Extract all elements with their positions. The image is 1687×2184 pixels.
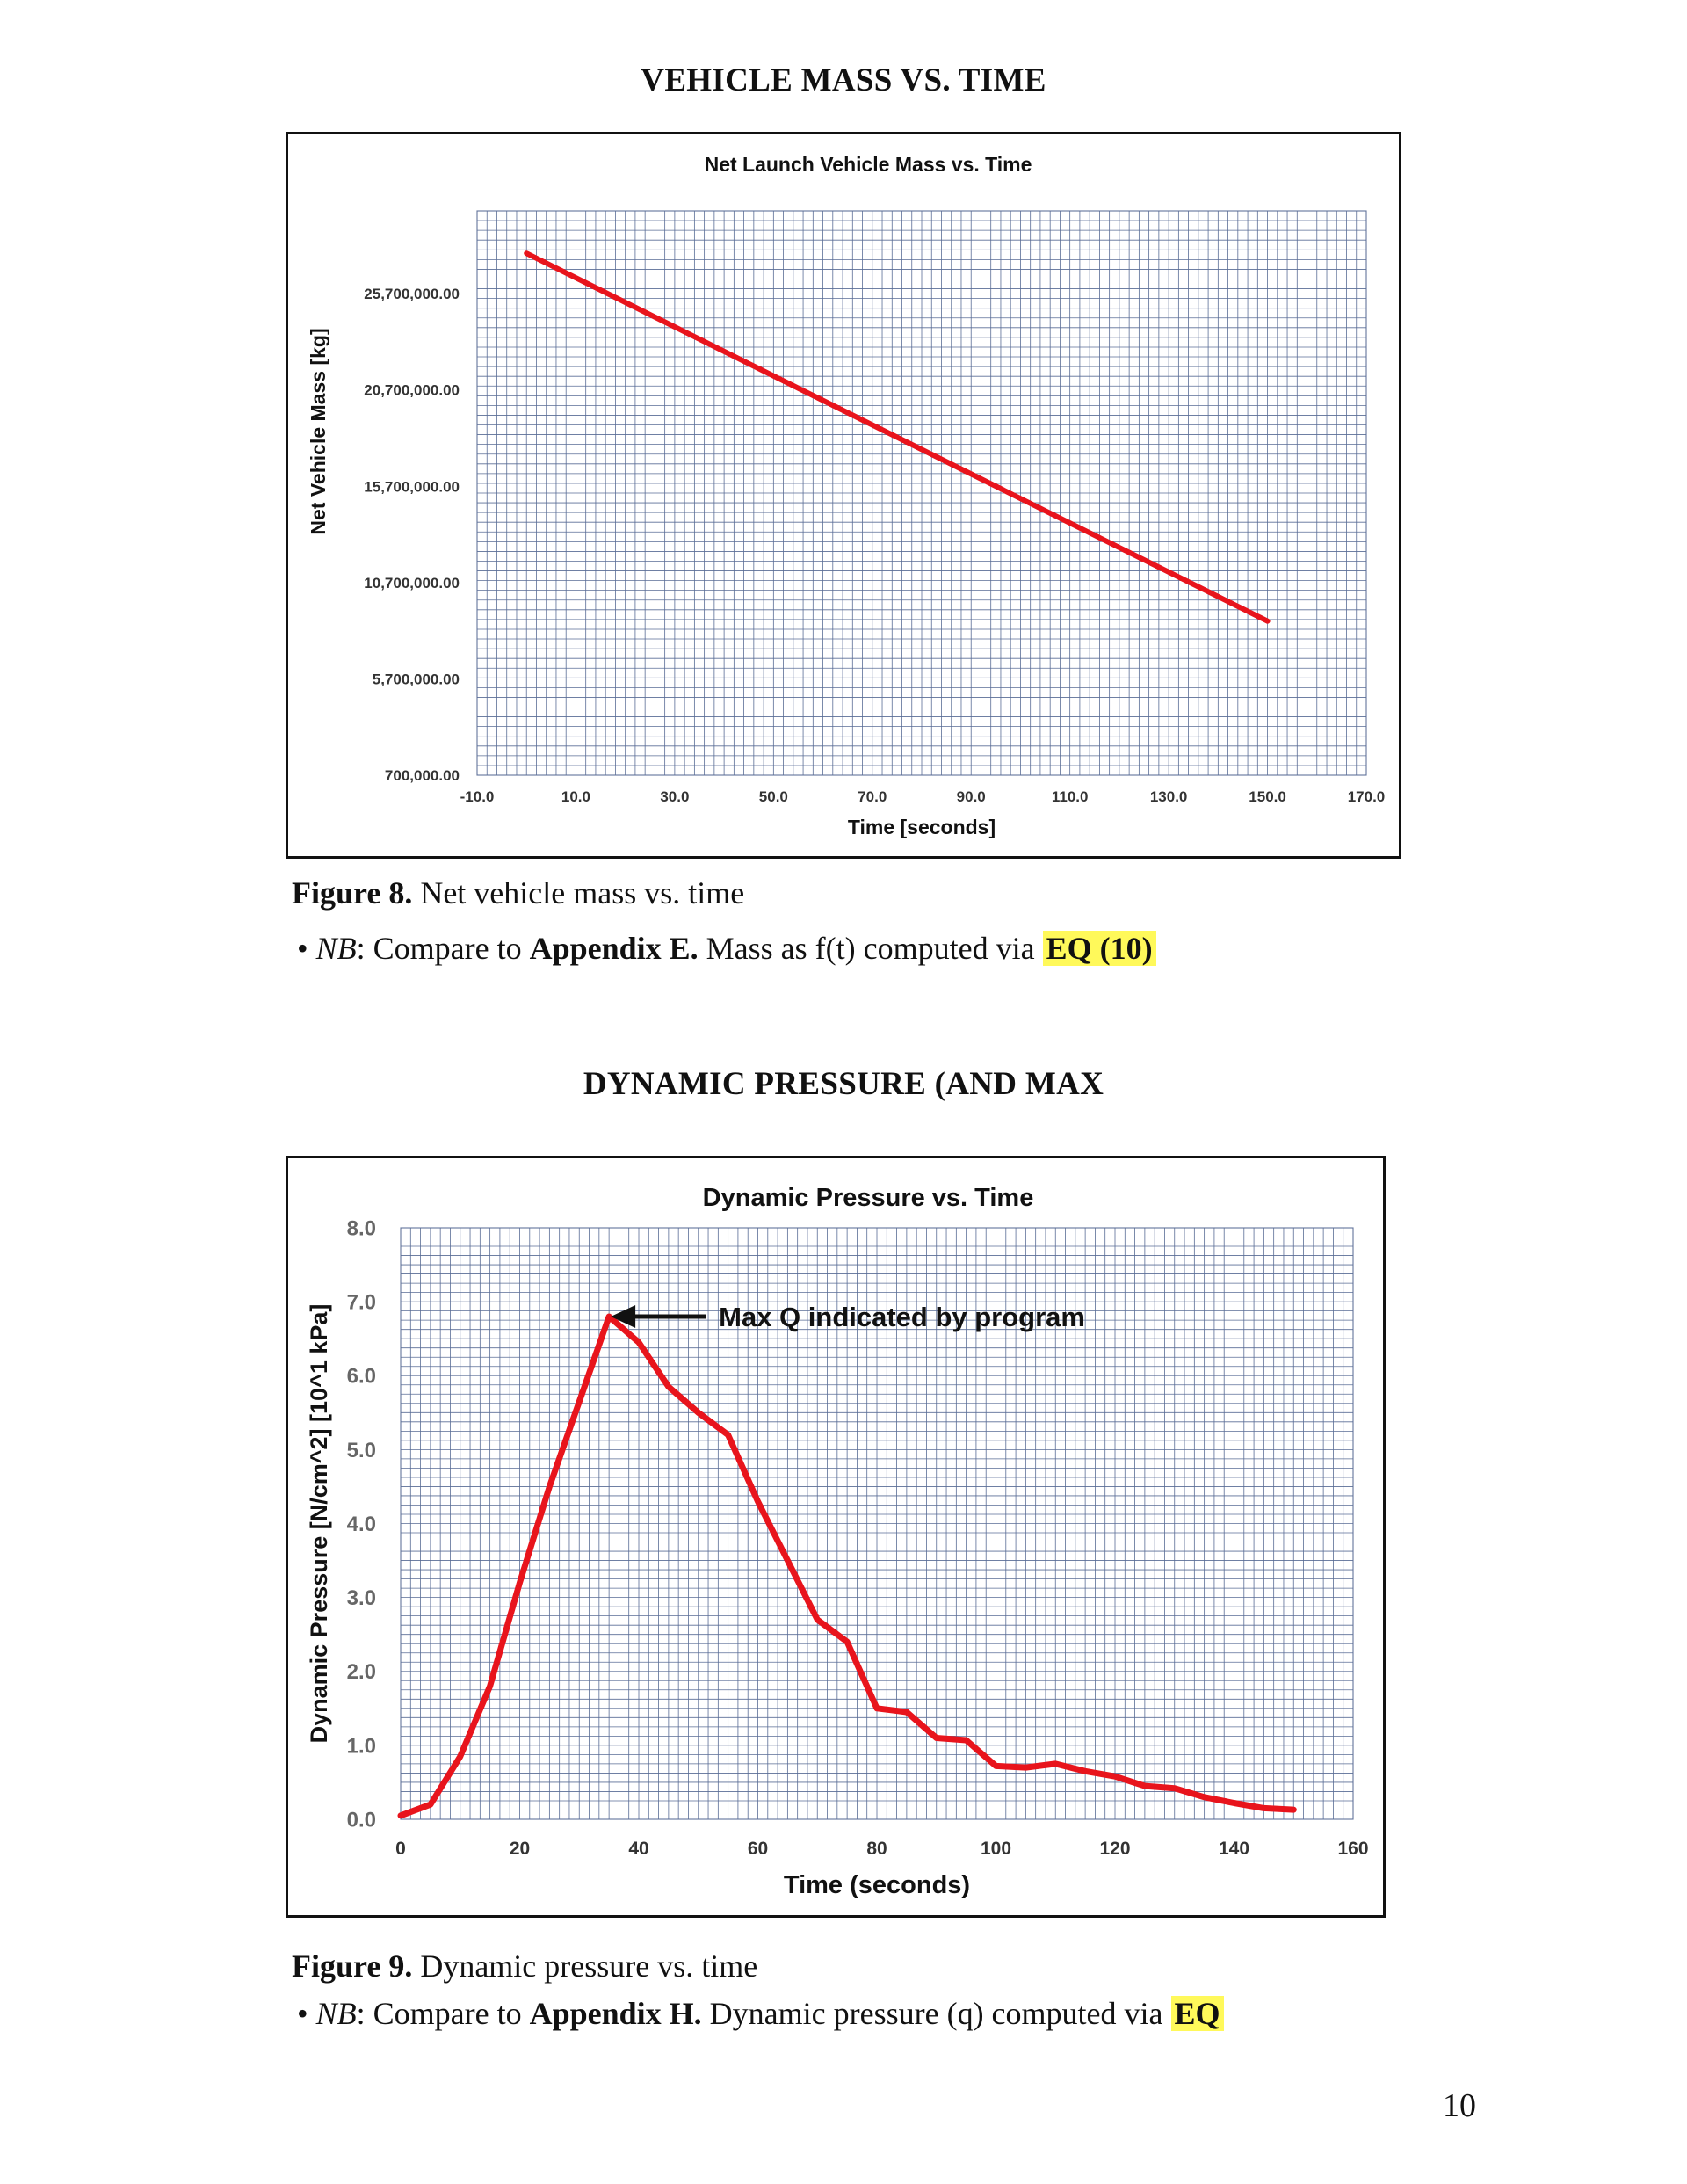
pressure-y-tick-label: 2.0 bbox=[347, 1660, 376, 1684]
mass-title: Net Launch Vehicle Mass vs. Time bbox=[705, 153, 1032, 176]
pressure-x-tick-label: 0 bbox=[395, 1839, 406, 1859]
pressure-chart-svg: Dynamic Pressure vs. Time 0 20 40 60 80 100 120… bbox=[306, 1184, 1369, 1899]
equation-ref: EQ (10) bbox=[1042, 931, 1156, 966]
pressure-chart: Dynamic Pressure vs. Time 0 20 40 60 80 100 120… bbox=[286, 1156, 1386, 1918]
pressure-y-tick-label: 7.0 bbox=[347, 1291, 376, 1315]
mass-x-tick-label: -10.0 bbox=[460, 788, 495, 805]
figure9-text: Dynamic pressure vs. time bbox=[412, 1948, 758, 1984]
pressure-x-tick-label: 160 bbox=[1337, 1839, 1368, 1859]
pressure-x-tick-label: 120 bbox=[1099, 1839, 1130, 1859]
note-text: Mass as f(t) computed via bbox=[698, 931, 1043, 966]
mass-x-tick-label: 150.0 bbox=[1249, 788, 1286, 805]
pressure-y-tick-label: 6.0 bbox=[347, 1365, 376, 1389]
page-number: 10 bbox=[1443, 2087, 1476, 2124]
mass-y-tick-label: 10,700,000.00 bbox=[364, 575, 460, 591]
bullet: • bbox=[297, 931, 316, 966]
max-q-annotation: Max Q indicated by program bbox=[719, 1302, 1085, 1332]
figure8-note: • NB: Compare to Appendix E. Mass as f(t… bbox=[297, 930, 1156, 967]
mass-x-tick-label: 70.0 bbox=[858, 788, 887, 805]
mass-chart: Net Launch Vehicle Mass vs. Time -10.0 10.… bbox=[286, 132, 1401, 859]
equation-ref: EQ bbox=[1170, 1996, 1224, 2031]
pressure-y-tick-label: 3.0 bbox=[347, 1586, 376, 1610]
mass-y-tick-label: 15,700,000.00 bbox=[364, 478, 460, 495]
mass-x-tick-label: 170.0 bbox=[1348, 788, 1386, 805]
figure9-note: • NB: Compare to Appendix H. Dynamic pre… bbox=[297, 1995, 1224, 2032]
pressure-x-axis-label: Time (seconds) bbox=[784, 1871, 970, 1899]
nb-label: NB bbox=[315, 931, 357, 966]
mass-y-tick-label: 700,000.00 bbox=[385, 767, 460, 784]
pressure-y-tick-label: 5.0 bbox=[347, 1439, 376, 1462]
mass-x-tick-label: 130.0 bbox=[1150, 788, 1188, 805]
pressure-y-tick-label: 4.0 bbox=[347, 1513, 376, 1536]
heading-vehicle-mass: VEHICLE MASS VS. TIME bbox=[641, 62, 1046, 98]
note-text: Dynamic pressure (q) computed via bbox=[701, 1996, 1171, 2031]
pressure-x-tick-label: 100 bbox=[981, 1839, 1011, 1859]
pressure-title: Dynamic Pressure vs. Time bbox=[703, 1184, 1034, 1212]
appendix-ref: Appendix H. bbox=[529, 1996, 702, 2031]
pressure-y-tick-label: 1.0 bbox=[347, 1734, 376, 1758]
bullet: • bbox=[297, 1996, 316, 2031]
compare-text: : Compare to bbox=[356, 931, 530, 966]
mass-x-axis-label: Time [seconds] bbox=[848, 816, 996, 838]
figure8-caption: Figure 8. Net vehicle mass vs. time bbox=[292, 874, 744, 911]
mass-grid bbox=[476, 210, 1367, 776]
nb-label: NB bbox=[315, 1996, 357, 2031]
figure9-label: Figure 9. bbox=[292, 1948, 413, 1984]
mass-chart-svg: Net Launch Vehicle Mass vs. Time -10.0 10.… bbox=[307, 153, 1386, 838]
mass-x-tick-label: 50.0 bbox=[759, 788, 788, 805]
pressure-y-axis-label: Dynamic Pressure [N/cm^2] [10^1 kPa] bbox=[306, 1304, 332, 1744]
figure8-text: Net vehicle mass vs. time bbox=[412, 875, 745, 911]
figure8-label: Figure 8. bbox=[292, 875, 413, 911]
mass-y-axis-label: Net Vehicle Mass [kg] bbox=[307, 328, 329, 534]
pressure-x-tick-label: 140 bbox=[1219, 1839, 1249, 1859]
mass-x-tick-label: 10.0 bbox=[561, 788, 590, 805]
mass-y-tick-label: 5,700,000.00 bbox=[373, 671, 460, 687]
pressure-x-tick-label: 80 bbox=[866, 1839, 887, 1859]
heading-dynamic-pressure: DYNAMIC PRESSURE (AND MAX bbox=[583, 1066, 1104, 1102]
mass-x-tick-label: 110.0 bbox=[1052, 788, 1089, 805]
mass-x-tick-label: 90.0 bbox=[957, 788, 986, 805]
mass-series-line bbox=[524, 250, 1271, 624]
compare-text: : Compare to bbox=[356, 1996, 530, 2031]
mass-y-tick-label: 20,700,000.00 bbox=[364, 382, 460, 399]
max-q-arrow-head bbox=[611, 1304, 636, 1328]
appendix-ref: Appendix E. bbox=[529, 931, 699, 966]
mass-y-tick-label: 25,700,000.00 bbox=[364, 286, 460, 302]
pressure-y-tick-label: 8.0 bbox=[347, 1216, 376, 1240]
pressure-x-tick-label: 60 bbox=[748, 1839, 768, 1859]
pressure-x-tick-label: 40 bbox=[628, 1839, 648, 1859]
pressure-y-tick-label: 0.0 bbox=[347, 1808, 376, 1832]
pressure-x-tick-label: 20 bbox=[510, 1839, 530, 1859]
pressure-series-line bbox=[397, 1313, 1297, 1819]
figure9-caption: Figure 9. Dynamic pressure vs. time bbox=[292, 1948, 757, 1984]
mass-x-tick-label: 30.0 bbox=[660, 788, 689, 805]
